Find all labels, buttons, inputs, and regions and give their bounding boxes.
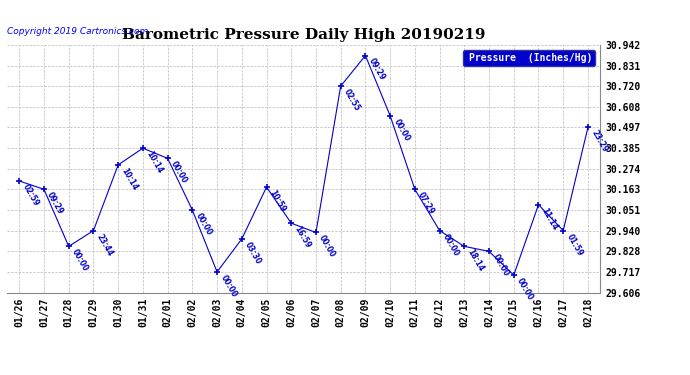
Text: 02:59: 02:59 xyxy=(21,182,41,208)
Text: 11:14: 11:14 xyxy=(540,206,560,231)
Text: 23:44: 23:44 xyxy=(95,232,115,257)
Text: 10:14: 10:14 xyxy=(144,150,164,175)
Text: 07:29: 07:29 xyxy=(416,191,436,216)
Text: 00:00: 00:00 xyxy=(491,253,511,278)
Text: 01:59: 01:59 xyxy=(564,232,584,257)
Legend: Pressure  (Inches/Hg): Pressure (Inches/Hg) xyxy=(463,50,595,66)
Text: 02:55: 02:55 xyxy=(342,87,362,113)
Text: 23:29: 23:29 xyxy=(589,129,609,154)
Text: 18:14: 18:14 xyxy=(466,248,486,273)
Title: Barometric Pressure Daily High 20190219: Barometric Pressure Daily High 20190219 xyxy=(122,28,485,42)
Text: Copyright 2019 Cartronics.com: Copyright 2019 Cartronics.com xyxy=(7,27,148,36)
Text: 00:00: 00:00 xyxy=(441,232,461,257)
Text: 00:00: 00:00 xyxy=(219,273,238,299)
Text: 00:00: 00:00 xyxy=(391,117,411,142)
Text: 10:14: 10:14 xyxy=(119,166,139,192)
Text: 00:00: 00:00 xyxy=(194,211,214,237)
Text: 09:29: 09:29 xyxy=(46,191,66,216)
Text: 03:30: 03:30 xyxy=(243,240,263,266)
Text: 10:59: 10:59 xyxy=(268,189,288,214)
Text: 00:00: 00:00 xyxy=(70,248,90,273)
Text: 00:00: 00:00 xyxy=(169,160,189,185)
Text: 16:59: 16:59 xyxy=(293,225,313,250)
Text: 00:00: 00:00 xyxy=(515,276,535,302)
Text: 09:29: 09:29 xyxy=(367,57,386,82)
Text: 00:00: 00:00 xyxy=(317,234,337,259)
